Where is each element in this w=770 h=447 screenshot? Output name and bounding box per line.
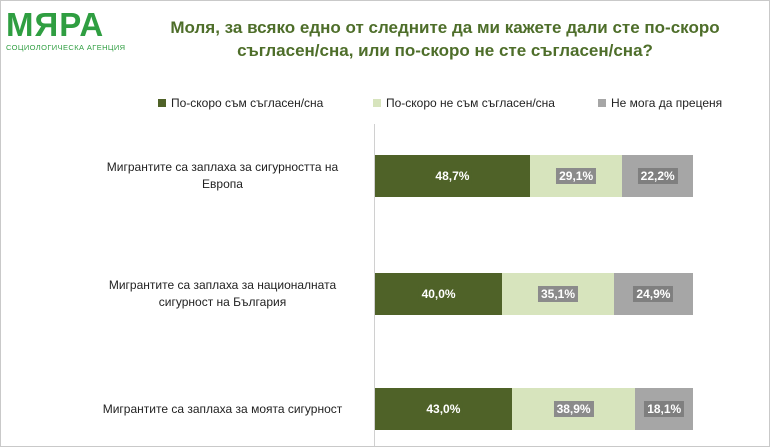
category-label-line: Мигрантите са заплаха за националната [108,278,337,292]
category-label-2: Мигрантите са заплаха за националната сиг… [80,277,365,311]
logo-name: МЯРА [6,6,105,43]
data-label-agree-1: 48,7% [432,168,473,184]
category-label-3: Мигрантите са заплаха за моята сигурност [80,401,365,418]
chart-title-line-2: съгласен/сна, или по-скоро не сте съглас… [237,41,653,60]
chart-legend: По-скоро съм съгласен/сна По-скоро не съ… [0,96,770,112]
legend-label-agree: По-скоро съм съгласен/сна [171,96,324,110]
category-label-line: Мигрантите са заплаха за сигурността на [106,160,339,174]
data-label-undecided-1: 22,2% [637,168,678,184]
category-label-1: Мигрантите са заплаха за сигурността на Е… [80,159,365,193]
data-label-agree-3: 43,0% [423,401,464,417]
data-label-agree-2: 40,0% [418,286,459,302]
legend-label-undecided: Не мога да преценя [611,96,723,110]
legend-item-agree: По-скоро съм съгласен/сна [158,96,323,110]
data-label-undecided-2: 24,9% [633,286,674,302]
legend-swatch-undecided [598,99,606,107]
data-label-disagree-2: 35,1% [537,286,579,302]
legend-label-disagree: По-скоро не съм съгласен/сна [386,96,555,110]
legend-item-undecided: Не мога да преценя [598,96,722,110]
logo-tagline: СОЦИОЛОГИЧЕСКА АГЕНЦИЯ [6,43,126,52]
category-label-line: сигурност на България [158,295,287,309]
legend-swatch-disagree [373,99,381,107]
chart-title-line-1: Моля, за всяко едно от следните да ми ка… [170,18,720,37]
category-axis-line [374,124,375,446]
logo: МЯРА СОЦИОЛОГИЧЕСКА АГЕНЦИЯ [6,6,126,53]
category-label-line: Мигрантите са заплаха за моята сигурност [102,401,343,416]
legend-item-disagree: По-скоро не съм съгласен/сна [373,96,555,110]
chart-title: Моля, за всяко едно от следните да ми ка… [120,16,770,62]
data-label-disagree-3: 38,9% [553,401,594,417]
legend-swatch-agree [158,99,166,107]
data-label-disagree-1: 29,1% [556,168,597,184]
category-label-line: Европа [202,177,243,191]
data-label-undecided-3: 18,1% [644,401,685,417]
